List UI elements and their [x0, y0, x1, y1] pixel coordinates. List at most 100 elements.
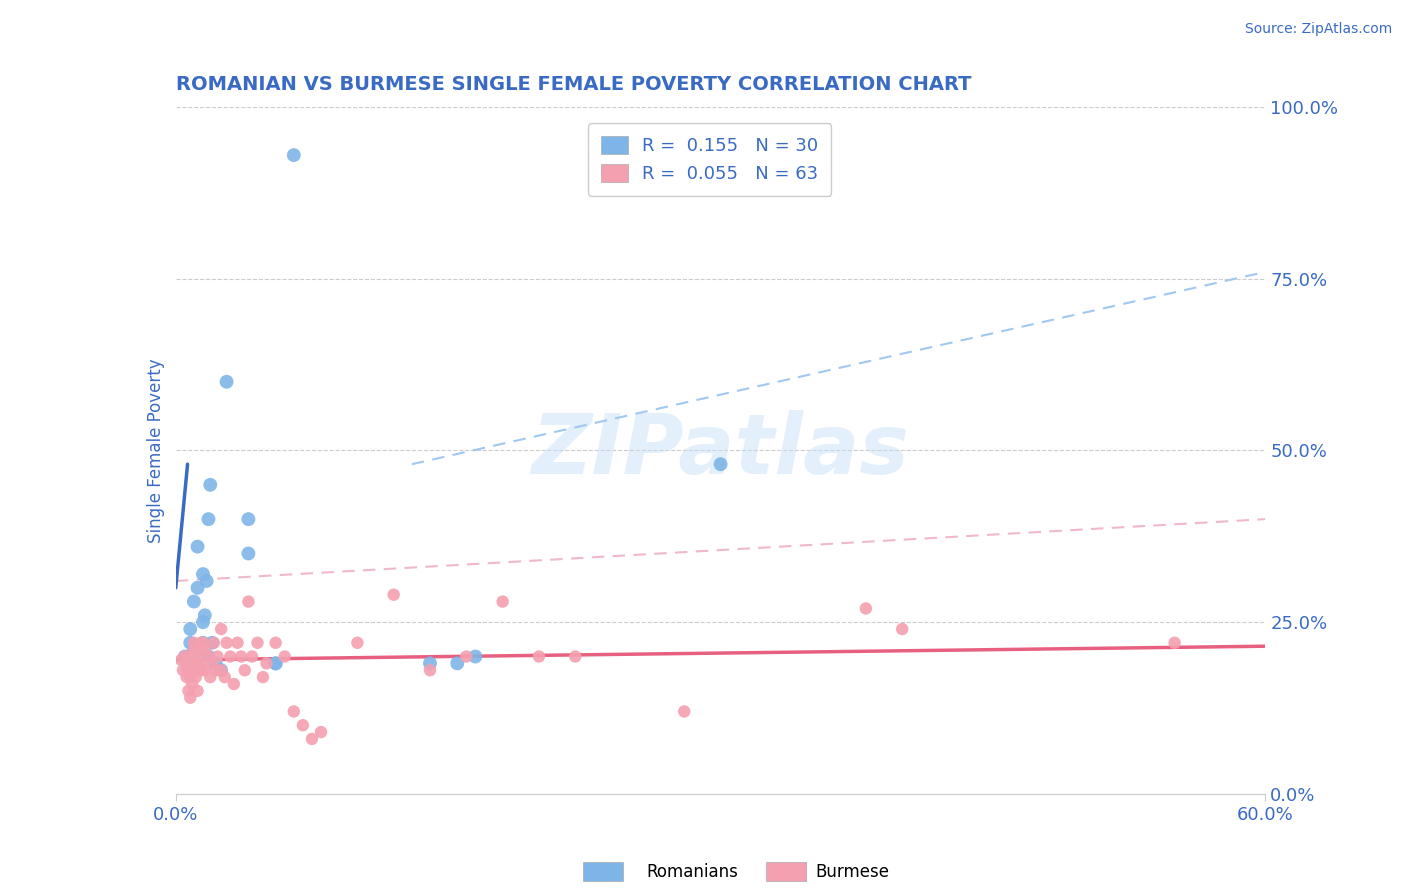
Point: [191, 615, 214, 630]
Point: [564, 649, 586, 664]
Point: [246, 636, 269, 650]
Point: [215, 636, 238, 650]
Point: [231, 649, 253, 664]
Point: [181, 657, 204, 671]
Point: [191, 567, 214, 582]
Point: [190, 663, 212, 677]
Point: [191, 636, 214, 650]
Point: [215, 375, 238, 389]
Point: [209, 663, 232, 677]
Point: [181, 677, 204, 691]
Point: [855, 601, 877, 615]
Point: [191, 636, 214, 650]
Point: [176, 657, 198, 671]
Point: [456, 649, 478, 664]
Point: [264, 636, 287, 650]
Point: [291, 718, 314, 732]
Point: [183, 657, 205, 671]
Point: [173, 649, 195, 664]
Point: [201, 636, 224, 650]
Point: [190, 636, 212, 650]
Point: [419, 657, 441, 671]
Point: [209, 622, 232, 636]
Point: [1163, 636, 1185, 650]
Point: [186, 540, 209, 554]
Point: [673, 705, 696, 719]
Point: [183, 642, 205, 657]
Point: [194, 663, 217, 677]
Point: [264, 657, 287, 671]
Point: [527, 649, 550, 664]
Text: Source: ZipAtlas.com: Source: ZipAtlas.com: [1244, 22, 1392, 37]
Point: [184, 649, 207, 664]
Point: [256, 657, 278, 671]
Point: [201, 657, 224, 671]
Point: [309, 725, 332, 739]
Point: [188, 642, 211, 657]
Point: [264, 657, 287, 671]
Point: [183, 636, 205, 650]
Point: [464, 649, 486, 664]
Point: [197, 649, 219, 664]
Point: [200, 478, 222, 492]
Point: [222, 677, 245, 691]
Point: [184, 670, 207, 684]
Point: [204, 663, 226, 677]
Point: [891, 622, 914, 636]
Point: [170, 653, 193, 667]
Text: Romanians: Romanians: [647, 863, 738, 881]
Point: [202, 636, 225, 650]
Point: [177, 683, 200, 698]
Text: ROMANIAN VS BURMESE SINGLE FEMALE POVERTY CORRELATION CHART: ROMANIAN VS BURMESE SINGLE FEMALE POVERT…: [176, 75, 972, 95]
Point: [195, 574, 218, 588]
Point: [274, 649, 297, 664]
Point: [238, 546, 260, 561]
Point: [283, 705, 305, 719]
FancyBboxPatch shape: [766, 862, 806, 881]
Point: [233, 663, 256, 677]
Point: [446, 657, 468, 671]
Point: [186, 683, 209, 698]
Point: [186, 581, 209, 595]
Point: [346, 636, 368, 650]
Point: [179, 670, 201, 684]
Point: [204, 657, 226, 671]
Point: [172, 663, 194, 677]
Text: ZIPatlas: ZIPatlas: [531, 410, 910, 491]
Point: [183, 663, 205, 677]
Point: [179, 690, 201, 705]
Point: [183, 594, 205, 608]
Point: [226, 636, 249, 650]
Point: [301, 731, 323, 746]
Legend: R =  0.155   N = 30, R =  0.055   N = 63: R = 0.155 N = 30, R = 0.055 N = 63: [588, 123, 831, 196]
Point: [492, 594, 515, 608]
Point: [209, 663, 232, 677]
Point: [183, 642, 205, 657]
Point: [197, 649, 219, 664]
Point: [191, 657, 214, 671]
Point: [194, 642, 217, 657]
Point: [238, 594, 260, 608]
Point: [197, 512, 219, 526]
Point: [219, 649, 242, 664]
Point: [179, 649, 201, 664]
Y-axis label: Single Female Poverty: Single Female Poverty: [146, 359, 165, 542]
Point: [173, 649, 195, 664]
Point: [188, 642, 211, 657]
Point: [177, 663, 200, 677]
Text: Burmese: Burmese: [815, 863, 890, 881]
Point: [186, 657, 209, 671]
Point: [710, 457, 733, 471]
Point: [176, 670, 198, 684]
Point: [179, 636, 201, 650]
Point: [207, 649, 229, 664]
Point: [252, 670, 274, 684]
Point: [200, 670, 222, 684]
Point: [194, 608, 217, 623]
Point: [179, 622, 201, 636]
Point: [419, 663, 441, 677]
Point: [382, 588, 405, 602]
Point: [214, 670, 236, 684]
Point: [240, 649, 263, 664]
FancyBboxPatch shape: [583, 862, 623, 881]
